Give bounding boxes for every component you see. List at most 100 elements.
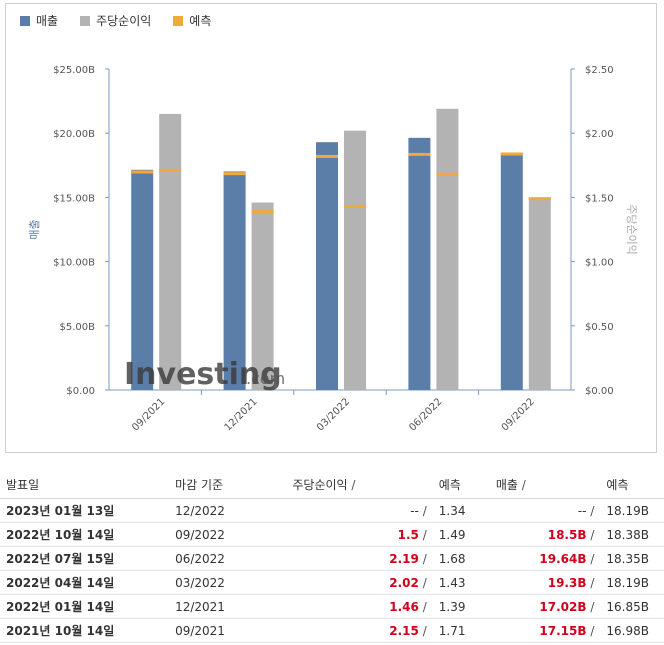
revenue-forecast-mark bbox=[131, 170, 154, 174]
row-eps-forecast: 1.68 bbox=[432, 546, 490, 571]
row-date: 2022년 04월 14일 bbox=[0, 570, 170, 595]
row-eps-forecast: 1.34 bbox=[432, 498, 490, 523]
y2-tick-label: $2.50 bbox=[585, 65, 614, 76]
row-revenue-value: 17.02B bbox=[539, 599, 587, 614]
row-revenue-forecast: 18.19B bbox=[600, 570, 664, 595]
header-date[interactable]: 발표일 bbox=[0, 470, 170, 499]
chart-canvas: $0.00 $0.00 $5.00B $0.50 $10.00B $1.00 $15.00B… bbox=[28, 65, 638, 433]
row-revenue: 17.15B / bbox=[489, 618, 601, 643]
revenue-forecast-mark bbox=[223, 172, 246, 176]
legend-item-forecast[interactable]: 예측 bbox=[173, 12, 211, 29]
row-eps-value: -- bbox=[410, 503, 419, 518]
header-revenue-forecast[interactable]: 예측 bbox=[600, 470, 664, 499]
row-period: 12/2021 bbox=[169, 594, 287, 619]
eps-forecast-mark bbox=[436, 172, 459, 176]
legend-label-eps: 주당순이익 bbox=[96, 14, 152, 28]
slash: / bbox=[521, 477, 526, 492]
y2-tick-label: $1.00 bbox=[585, 258, 614, 269]
slash: / bbox=[422, 527, 427, 542]
row-eps-value: 1.46 bbox=[389, 599, 419, 614]
row-eps-value: 1.5 bbox=[397, 527, 419, 542]
revenue-forecast-mark bbox=[500, 152, 523, 156]
row-eps: 2.02 / bbox=[286, 570, 433, 595]
revenue-bar bbox=[500, 152, 523, 390]
slash: / bbox=[590, 575, 595, 590]
x-tick-label: 03/2022 bbox=[315, 396, 352, 433]
row-eps-forecast: 1.71 bbox=[432, 618, 490, 643]
row-revenue-forecast: 18.38B bbox=[600, 522, 664, 547]
row-revenue-value: 19.3B bbox=[547, 575, 587, 590]
row-revenue: 19.64B / bbox=[489, 546, 601, 571]
revenue-bar bbox=[408, 137, 431, 390]
header-revenue-label: 매출 bbox=[495, 477, 518, 492]
row-revenue-value: 17.15B bbox=[539, 623, 587, 638]
y-tick-label: $20.00B bbox=[53, 129, 95, 140]
eps-bar bbox=[344, 130, 366, 390]
x-tick-label: 12/2021 bbox=[223, 396, 260, 433]
row-date: 2022년 01월 14일 bbox=[0, 594, 170, 619]
row-eps-forecast: 1.39 bbox=[432, 594, 490, 619]
table-row: 2022년 10월 14일 09/2022 1.5 /1.49 18.5B /18.3… bbox=[0, 522, 664, 547]
row-revenue-value: 19.64B bbox=[539, 551, 587, 566]
row-eps: 1.5 / bbox=[286, 522, 433, 547]
row-revenue: 19.3B / bbox=[489, 570, 601, 595]
row-eps: 2.19 / bbox=[286, 546, 433, 571]
row-revenue-forecast: 18.19B bbox=[600, 498, 664, 523]
legend-item-revenue[interactable]: 매출 bbox=[20, 12, 58, 29]
row-date: 2022년 10월 14일 bbox=[0, 522, 170, 547]
y2-tick-label: $0.50 bbox=[585, 322, 614, 333]
watermark-suffix: .com bbox=[246, 369, 285, 388]
x-tick-label: 06/2022 bbox=[407, 396, 444, 433]
legend-label-forecast: 예측 bbox=[189, 14, 212, 28]
row-eps-forecast: 1.43 bbox=[432, 570, 490, 595]
eps-forecast-mark bbox=[528, 197, 551, 201]
legend-swatch-eps bbox=[80, 15, 91, 26]
row-eps-value: 2.15 bbox=[389, 623, 419, 638]
legend-swatch-forecast bbox=[173, 15, 184, 26]
slash: / bbox=[422, 551, 427, 566]
row-revenue: 18.5B / bbox=[489, 522, 601, 547]
eps-bar bbox=[251, 202, 274, 390]
slash: / bbox=[351, 477, 356, 492]
slash: / bbox=[422, 503, 427, 518]
row-eps-value: 2.02 bbox=[389, 575, 419, 590]
header-revenue[interactable]: 매출 / bbox=[489, 470, 601, 499]
y2-tick-label: $0.00 bbox=[585, 386, 614, 397]
x-tick-label: 09/2021 bbox=[130, 396, 167, 433]
y-tick-label: $10.00B bbox=[53, 258, 95, 269]
y2-tick-label: $1.50 bbox=[585, 193, 614, 204]
eps-forecast-mark bbox=[159, 168, 182, 172]
table-row: 2022년 04월 14일 03/2022 2.02 /1.43 19.3B /18.… bbox=[0, 570, 664, 595]
table-row: 2021년 10월 14일 09/2021 2.15 /1.71 17.15B /16… bbox=[0, 618, 664, 643]
row-revenue-forecast: 18.35B bbox=[600, 546, 664, 571]
header-eps[interactable]: 주당순이익 / bbox=[286, 470, 433, 499]
row-date: 2022년 07월 15일 bbox=[0, 546, 170, 571]
revenue-bar bbox=[316, 142, 338, 390]
header-period[interactable]: 마감 기준 bbox=[169, 470, 287, 499]
row-revenue-value: -- bbox=[577, 503, 587, 518]
revenue-forecast-mark bbox=[316, 154, 338, 158]
y-tick-label: $0.00 bbox=[66, 386, 95, 397]
table-row: 2023년 01월 13일 12/2022 -- /1.34 -- /18.19B bbox=[0, 498, 664, 523]
revenue-forecast-mark bbox=[408, 152, 431, 156]
row-eps-forecast: 1.49 bbox=[432, 522, 490, 547]
row-revenue: -- / bbox=[489, 498, 601, 523]
eps-forecast-mark bbox=[344, 204, 366, 208]
row-date: 2021년 10월 14일 bbox=[0, 618, 170, 643]
revenue-bar bbox=[223, 171, 246, 390]
row-eps: 1.46 / bbox=[286, 594, 433, 619]
eps-forecast-mark bbox=[251, 210, 274, 214]
row-eps: -- / bbox=[286, 498, 433, 523]
earnings-chart-panel: 매출 주당순이익 예측 $0.00 $0.00 $5.00B $0.50 $10.00B… bbox=[5, 3, 657, 453]
header-eps-forecast[interactable]: 예측 bbox=[432, 470, 490, 499]
header-eps-label: 주당순이익 bbox=[292, 477, 348, 492]
table-row: 2022년 07월 15일 06/2022 2.19 /1.68 19.64B /18… bbox=[0, 546, 664, 571]
row-period: 03/2022 bbox=[169, 570, 287, 595]
y-tick-label: $5.00B bbox=[60, 322, 96, 333]
row-revenue-value: 18.5B bbox=[547, 527, 587, 542]
row-revenue-forecast: 16.85B bbox=[600, 594, 664, 619]
y2-axis-title: 주당순이익 bbox=[625, 204, 638, 255]
eps-bar bbox=[436, 108, 459, 390]
legend-item-eps[interactable]: 주당순이익 bbox=[80, 12, 151, 29]
row-date: 2023년 01월 13일 bbox=[0, 498, 170, 523]
